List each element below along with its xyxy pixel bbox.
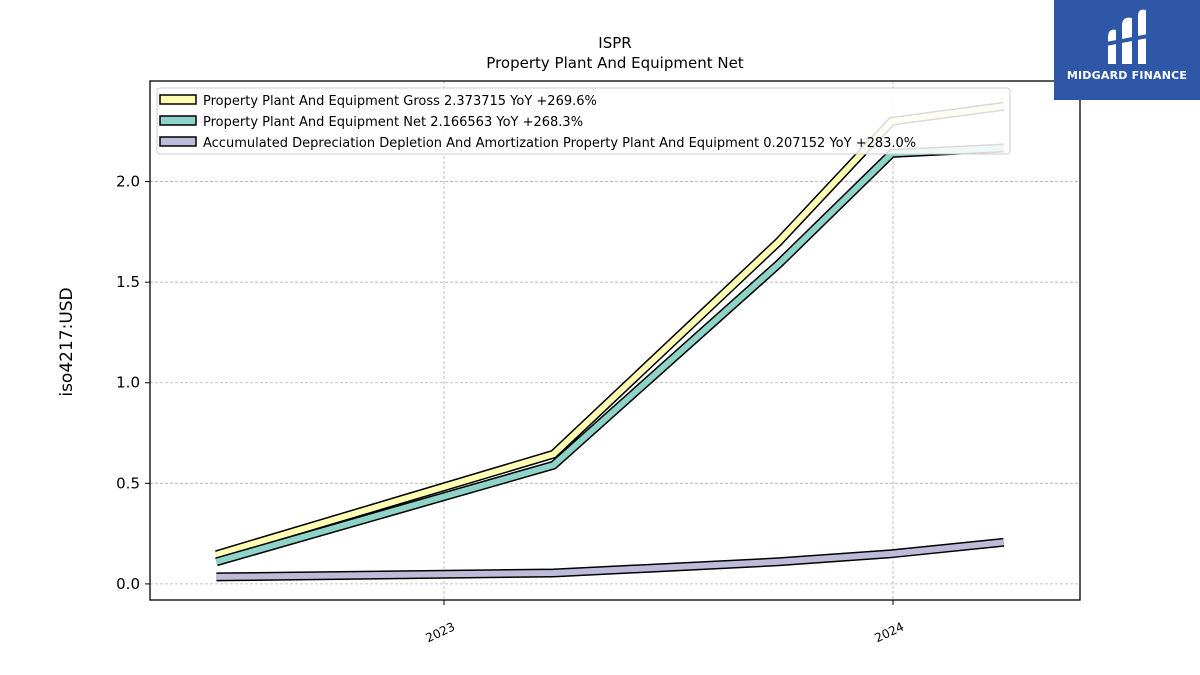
logo-text: MIDGARD FINANCE: [1066, 69, 1188, 82]
series-line: [216, 539, 1005, 580]
chart-title: ISPR: [598, 34, 631, 52]
y-tick-label: 0.5: [116, 474, 140, 492]
series-line: [215, 103, 1005, 558]
logo-mark-icon: [1106, 9, 1148, 65]
grid: [150, 81, 1080, 600]
legend-swatch: [159, 94, 197, 105]
y-axis-label: iso4217:USD: [57, 287, 77, 396]
legend-entry-label: Property Plant And Equipment Gross 2.373…: [203, 94, 597, 109]
chart-subtitle: Property Plant And Equipment Net: [486, 54, 743, 72]
series-lines: [215, 101, 1005, 582]
y-tick-label: 1.5: [116, 273, 140, 291]
legend-entry-label: Accumulated Depreciation Depletion And A…: [203, 136, 916, 151]
series-line-outline: [215, 101, 1005, 560]
plot-frame: [149, 80, 1081, 601]
y-tick-label: 1.0: [116, 374, 140, 392]
legend: Property Plant And Equipment Gross 2.373…: [156, 87, 1011, 155]
legend-swatch: [159, 136, 197, 147]
midgard-finance-logo: MIDGARD FINANCE: [1054, 0, 1200, 100]
y-tick-label: 0.0: [116, 575, 140, 593]
legend-swatch: [159, 115, 197, 126]
series-line-outline: [215, 143, 1004, 567]
series-line: [215, 145, 1004, 565]
x-tick-label: 2024: [873, 620, 907, 646]
legend-entry-label: Property Plant And Equipment Net 2.16656…: [203, 115, 583, 130]
y-tick-label: 2.0: [116, 173, 140, 191]
x-tick-label: 2023: [424, 620, 458, 646]
legend-box: [156, 87, 1011, 155]
